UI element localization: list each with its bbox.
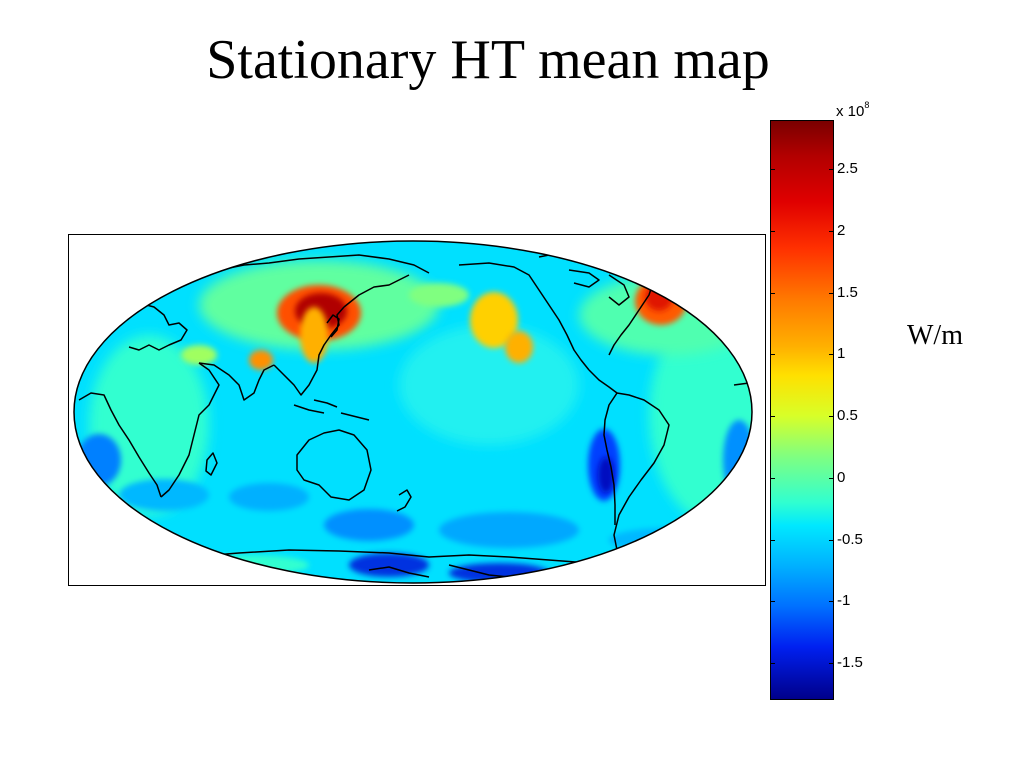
world-map: [73, 240, 753, 584]
colorbar-multiplier-base: x 10: [836, 103, 865, 120]
hotspot-northeast-pacific: [470, 292, 518, 348]
globe-outline: [73, 240, 753, 584]
map-frame: [68, 234, 766, 586]
colorbar-tick-label: 2: [837, 222, 846, 240]
colorbar-tick-label: -1: [837, 592, 851, 610]
colorbar-tick-label: -1.5: [837, 653, 863, 671]
colorbar-multiplier-exponent: 8: [864, 100, 870, 110]
page-title: Stationary HT mean map: [206, 29, 770, 91]
colorbar: [770, 120, 834, 700]
colorbar-tick-label: 2.5: [837, 160, 858, 178]
coldspot-antarctic: [349, 553, 429, 577]
unit-label: W/m: [907, 320, 963, 351]
colorbar-tick-label: 0: [837, 468, 846, 486]
heat-field: [77, 260, 752, 583]
colorbar-tick-label: 1.5: [837, 283, 858, 301]
colorbar-tick-label: 1: [837, 345, 846, 363]
colorbar-tick-label: -0.5: [837, 530, 863, 548]
colorbar-multiplier: x 108: [836, 100, 869, 120]
colorbar-tick-label: 0.5: [837, 407, 858, 425]
